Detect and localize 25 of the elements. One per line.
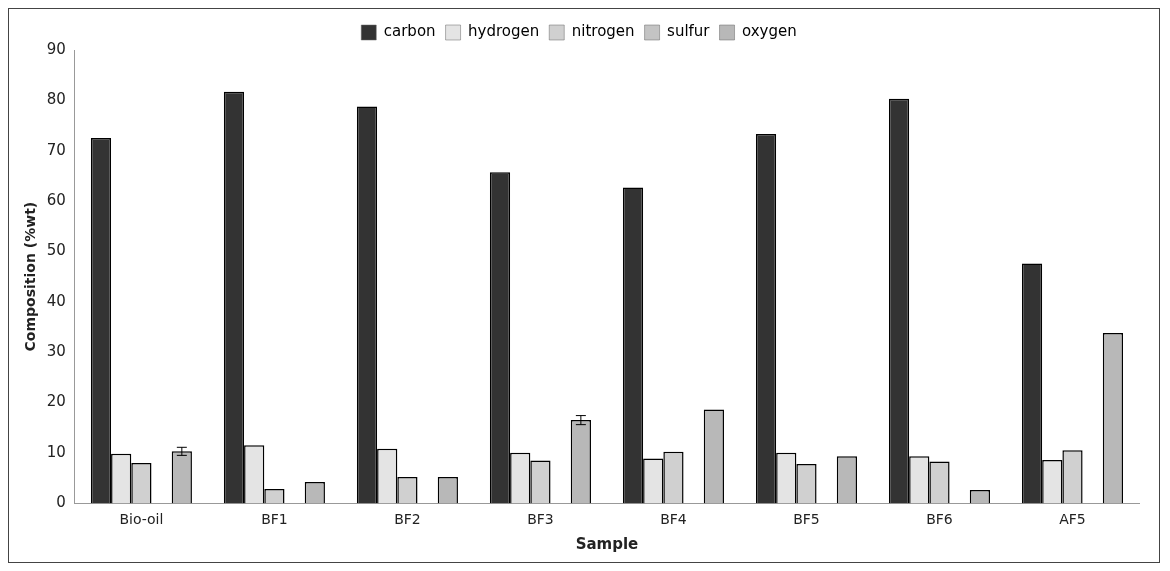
y-tick-label: 90	[46, 39, 66, 58]
y-tick-label: 70	[46, 140, 66, 159]
x-tick-label: BF1	[261, 511, 288, 528]
x-tick-label: Bio-oil	[119, 511, 164, 528]
y-tick-label: 60	[46, 190, 66, 209]
legend-label: carbon	[383, 22, 436, 41]
x-tick-label: AF5	[1059, 511, 1086, 528]
x-tick-label: BF6	[926, 511, 953, 528]
x-tick-label: BF2	[394, 511, 421, 528]
legend-label: sulfur	[667, 22, 711, 41]
x-tick-label: BF5	[793, 511, 820, 528]
y-axis-title: Composition (%wt)	[22, 201, 39, 352]
x-axis-title: Sample	[575, 534, 639, 553]
y-tick-label: 50	[46, 241, 66, 260]
legend-label: nitrogen	[571, 22, 635, 41]
legend-label: hydrogen	[468, 22, 540, 41]
y-tick-label: 0	[56, 493, 66, 512]
legend-label: oxygen	[742, 22, 797, 41]
y-tick-label: 80	[46, 90, 66, 109]
y-tick-label: 10	[46, 442, 66, 461]
x-tick-label: BF4	[660, 511, 687, 528]
y-tick-label: 40	[46, 291, 66, 310]
y-tick-label: 20	[46, 392, 66, 411]
y-tick-label: 30	[46, 342, 66, 361]
x-tick-label: BF3	[527, 511, 554, 528]
